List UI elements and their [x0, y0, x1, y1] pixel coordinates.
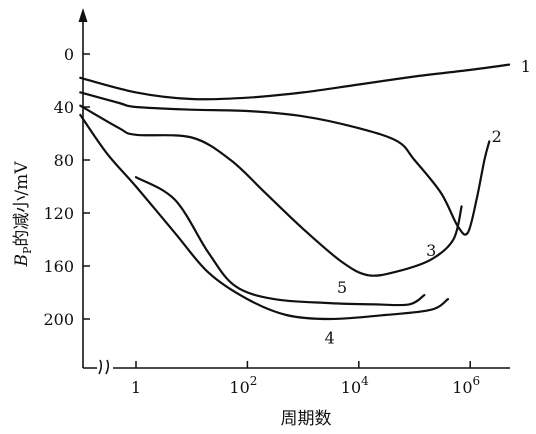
- x-tick-exponent: 4: [361, 374, 369, 388]
- x-tick-base: 10: [341, 378, 361, 397]
- series-label-2: 2: [492, 127, 502, 146]
- y-tick-label: 80: [54, 151, 74, 170]
- x-tick-base: 1: [131, 378, 141, 397]
- x-tick-base: 10: [229, 378, 249, 397]
- curve-series-3: [79, 104, 463, 277]
- y-tick-label: 0: [64, 45, 74, 64]
- y-axis-arrow: [78, 8, 88, 22]
- y-axis-title-rest: 的减小/mV: [12, 161, 32, 247]
- x-tick-label: 102: [229, 374, 257, 397]
- y-ticks: 0 40 80 120 160 200: [43, 45, 90, 329]
- y-tick-label: 200: [43, 310, 74, 329]
- series-labels: 1 2 3 4 5: [325, 57, 531, 348]
- series-label-4: 4: [325, 329, 335, 348]
- curves: [79, 63, 511, 321]
- curve-series-5: [134, 176, 426, 307]
- x-tick-exponent: 6: [473, 374, 481, 388]
- y-tick-label: 120: [43, 204, 74, 223]
- x-ticks: 1 102 104 106: [131, 361, 480, 397]
- x-tick-exponent: 2: [250, 374, 258, 388]
- axes: [78, 8, 510, 375]
- curve-series-2: [79, 91, 491, 236]
- x-tick-base: 10: [452, 378, 472, 397]
- x-tick-label: 106: [452, 374, 480, 397]
- y-tick-label: 40: [54, 98, 74, 117]
- y-axis-title: BP的减小/mV: [12, 161, 34, 268]
- x-tick-label: 1: [131, 378, 141, 397]
- y-axis-title-main: B: [12, 254, 32, 268]
- curve-series-1: [79, 63, 511, 101]
- series-label-3: 3: [426, 241, 436, 260]
- x-tick-label: 104: [341, 374, 369, 397]
- series-label-1: 1: [521, 57, 531, 76]
- y-tick-label: 160: [43, 257, 74, 276]
- x-axis-title: 周期数: [281, 409, 332, 429]
- series-label-5: 5: [337, 278, 347, 297]
- curve-series-4: [79, 113, 450, 321]
- x-axis-break-mark: [98, 359, 110, 375]
- y-axis-title-sub: P: [21, 246, 34, 254]
